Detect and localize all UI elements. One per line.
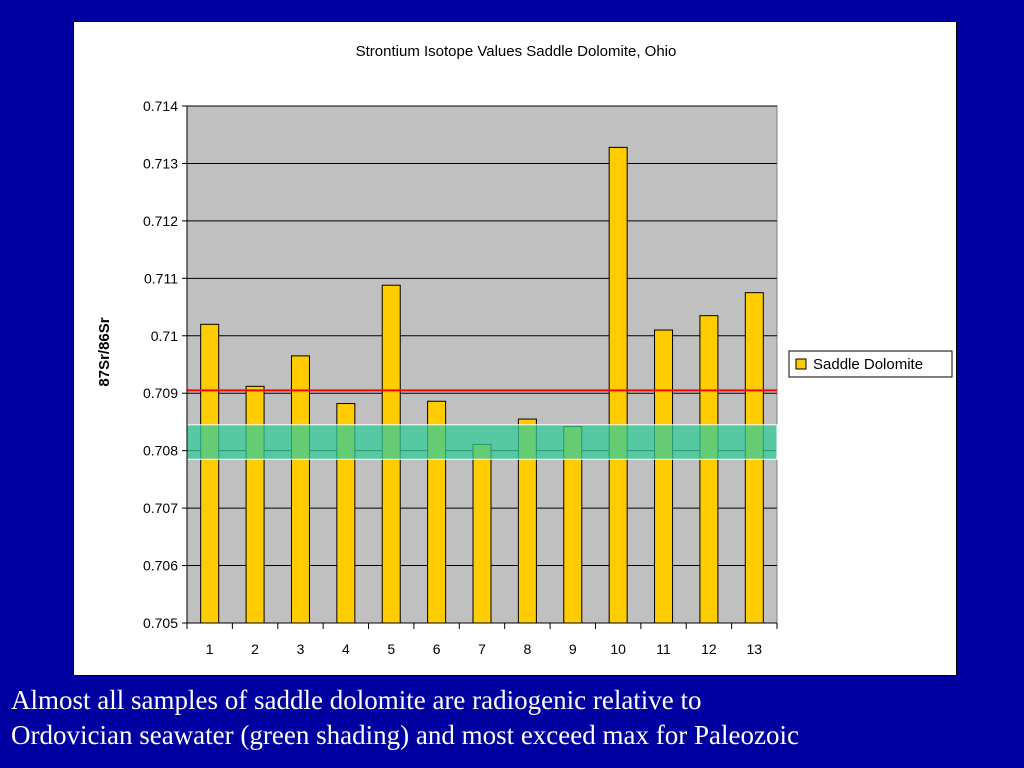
caption-line-1: Almost all samples of saddle dolomite ar…: [11, 685, 702, 715]
x-tick-label: 7: [478, 641, 486, 657]
x-tick-label: 10: [610, 641, 626, 657]
bar-7: [472, 443, 492, 624]
chart-title: Strontium Isotope Values Saddle Dolomite…: [356, 43, 677, 60]
x-tick-label: 5: [387, 641, 395, 657]
bar-10: [608, 146, 628, 624]
y-tick-label: 0.711: [144, 270, 178, 286]
bar-1: [200, 323, 220, 624]
bar-2: [245, 385, 265, 624]
bar-11: [654, 329, 674, 624]
x-tick-label: 11: [656, 641, 671, 657]
y-tick-labels: 0.705 0.706 0.707 0.708 0.709 0.71 0.711 0.712 0…: [143, 98, 178, 631]
bar-12: [699, 315, 719, 624]
x-tick-label: 9: [569, 641, 577, 657]
legend-label: Saddle Dolomite: [813, 356, 923, 373]
x-tick-label: 13: [747, 641, 763, 657]
bar-chart: Strontium Isotope Values Saddle Dolomite…: [96, 43, 953, 657]
bar-3: [290, 355, 310, 624]
legend: Saddle Dolomite: [788, 350, 953, 378]
x-tick-label: 6: [433, 641, 441, 657]
x-tick-label: 12: [701, 641, 717, 657]
slide-caption: Almost all samples of saddle dolomite ar…: [11, 683, 1021, 753]
y-tick-label: 0.71: [151, 328, 178, 344]
x-tick-label: 1: [206, 641, 214, 657]
y-tick-label: 0.706: [143, 558, 178, 574]
legend-swatch: [795, 358, 807, 370]
x-tick-labels: 1 2 3 4 5 6 7 8 9 10 11 12 13: [206, 641, 763, 657]
axes: [182, 105, 778, 629]
chart-panel: Strontium Isotope Values Saddle Dolomite…: [73, 21, 957, 676]
shaded-band-layer: [186, 424, 778, 460]
y-tick-label: 0.705: [143, 615, 178, 631]
y-tick-label: 0.714: [143, 98, 178, 114]
x-tick-label: 3: [297, 641, 305, 657]
y-axis-label: 87Sr/86Sr: [96, 317, 113, 386]
legend-box: [788, 350, 953, 378]
y-tick-label: 0.709: [143, 385, 178, 401]
y-tick-label: 0.707: [143, 500, 178, 516]
gridlines: [187, 105, 777, 567]
x-tick-label: 2: [251, 641, 259, 657]
y-tick-label: 0.713: [143, 155, 178, 171]
x-tick-label: 8: [523, 641, 531, 657]
ordovician-seawater-band: [186, 424, 778, 460]
y-tick-label: 0.712: [143, 213, 178, 229]
y-tick-label: 0.708: [143, 443, 178, 459]
caption-line-2: Ordovician seawater (green shading) and …: [11, 720, 799, 750]
x-tick-label: 4: [342, 641, 350, 657]
